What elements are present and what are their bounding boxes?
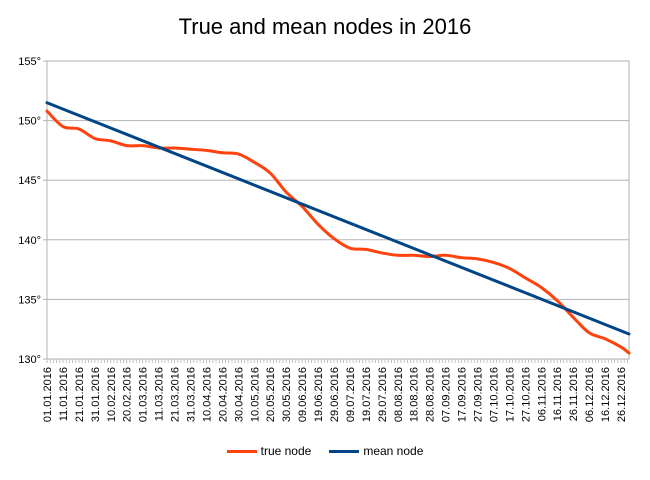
x-tick-label: 18.08.2016 [409,367,421,422]
x-tick-label: 19.06.2016 [313,367,325,422]
y-tick-label: 135° [18,294,41,306]
y-tick-label: 150° [18,116,41,128]
x-tick-label: 29.07.2016 [377,367,389,422]
x-tick-label: 10.05.2016 [249,367,261,422]
x-tick-label: 21.01.2016 [74,367,86,422]
x-tick-label: 06.11.2016 [536,367,548,421]
y-tick-label: 145° [18,175,41,187]
x-tick-label: 08.08.2016 [393,367,405,422]
x-tick-label: 11.01.2016 [58,367,70,421]
x-tick-label: 11.03.2016 [154,367,166,421]
x-tick-label: 09.07.2016 [345,367,357,422]
x-tick-label: 29.06.2016 [329,367,341,422]
x-tick-label: 27.10.2016 [520,367,532,422]
x-tick-label: 27.09.2016 [473,367,485,422]
legend-label-true-node: true node [260,444,312,458]
x-tick-label: 16.11.2016 [552,367,564,421]
x-tick-label: 09.06.2016 [297,367,309,422]
x-tick-label: 30.05.2016 [281,367,293,422]
x-tick-label: 01.01.2016 [42,367,54,422]
legend-swatch-true-node [226,449,257,453]
x-tick-label: 21.03.2016 [170,367,182,422]
x-tick-label: 20.05.2016 [265,367,277,422]
x-tick-label: 07.09.2016 [441,367,453,422]
x-tick-label: 20.02.2016 [122,367,134,422]
plot-area-border [46,60,630,360]
x-tick-label: 26.12.2016 [616,367,628,422]
chart-title: True and mean nodes in 2016 [178,14,472,39]
x-tick-label: 10.04.2016 [201,367,213,422]
x-tick-label: 01.03.2016 [138,367,150,422]
y-tick-label: 130° [18,354,41,366]
x-tick-label: 07.10.2016 [488,367,500,422]
legend-item-true-node: true node [226,444,312,458]
x-tick-label: 28.08.2016 [425,367,437,422]
x-tick-label: 20.04.2016 [217,367,229,422]
series-line-true-node [45,109,631,355]
x-tick-label: 19.07.2016 [361,367,373,422]
x-tick-label: 31.01.2016 [90,367,102,422]
x-tick-label: 17.09.2016 [457,367,469,422]
x-tick-label: 16.12.2016 [600,367,612,422]
x-tick-label: 31.03.2016 [186,367,198,422]
x-tick-label: 10.02.2016 [106,367,118,422]
series-line-mean-node [45,101,631,336]
x-tick-label: 06.12.2016 [584,367,596,422]
legend-swatch-mean-node [329,449,360,453]
legend-item-mean-node: mean node [329,444,423,458]
x-tick-label: 17.10.2016 [504,367,516,422]
x-tick-label: 30.04.2016 [233,367,245,422]
legend-label-mean-node: mean node [363,444,424,458]
y-tick-label: 140° [18,235,41,247]
legend: true node mean node [0,444,650,458]
x-tick-label: 26.11.2016 [568,367,580,421]
y-tick-label: 155° [18,56,41,68]
